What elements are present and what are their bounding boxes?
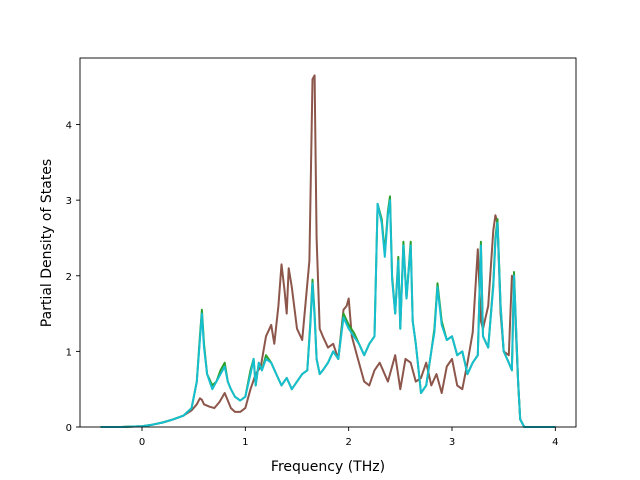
plot-area [100, 74, 556, 428]
y-axis-label: Partial Density of States [39, 159, 55, 327]
x-tick-label: 2 [345, 437, 351, 448]
x-tick-label: 3 [449, 437, 455, 448]
x-axis-label: Frequency (THz) [271, 459, 385, 475]
y-tick-label: 0 [66, 423, 72, 434]
series-line-3 [100, 199, 556, 428]
x-tick-label: 1 [242, 437, 248, 448]
x-tick-label: 0 [139, 437, 145, 448]
y-tick-label: 4 [66, 121, 72, 132]
y-tick-label: 2 [66, 272, 72, 283]
series-line-1 [100, 74, 556, 428]
y-tick-label: 1 [66, 347, 72, 358]
x-tick-label: 4 [552, 437, 558, 448]
plot-frame [79, 57, 577, 428]
y-tick-label: 3 [66, 196, 72, 207]
tick-layer: 0 1 2 3 4 0 1 2 3 4 [66, 121, 559, 448]
